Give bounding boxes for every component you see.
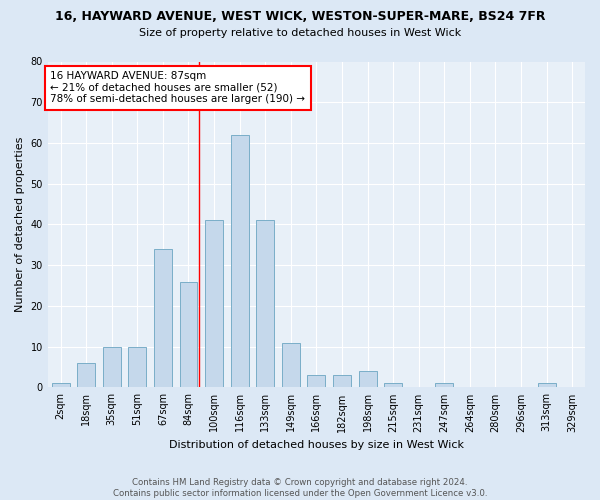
Bar (52, 384, 70, 388)
Bar (103, 346, 121, 388)
Bar (77, 363, 95, 388)
Bar (538, 384, 556, 388)
Bar (205, 220, 223, 388)
Bar (282, 342, 300, 388)
Text: Contains HM Land Registry data © Crown copyright and database right 2024.
Contai: Contains HM Land Registry data © Crown c… (113, 478, 487, 498)
Bar (384, 384, 402, 388)
Bar (333, 375, 351, 388)
Bar (128, 346, 146, 388)
Text: 16 HAYWARD AVENUE: 87sqm
← 21% of detached houses are smaller (52)
78% of semi-d: 16 HAYWARD AVENUE: 87sqm ← 21% of detach… (50, 72, 305, 104)
Bar (307, 375, 325, 388)
Text: 16, HAYWARD AVENUE, WEST WICK, WESTON-SUPER-MARE, BS24 7FR: 16, HAYWARD AVENUE, WEST WICK, WESTON-SU… (55, 10, 545, 23)
Y-axis label: Number of detached properties: Number of detached properties (15, 137, 25, 312)
Bar (154, 249, 172, 388)
Bar (230, 135, 248, 388)
Bar (359, 371, 377, 388)
Bar (436, 384, 453, 388)
Bar (179, 282, 197, 388)
Text: Size of property relative to detached houses in West Wick: Size of property relative to detached ho… (139, 28, 461, 38)
Bar (256, 220, 274, 388)
X-axis label: Distribution of detached houses by size in West Wick: Distribution of detached houses by size … (169, 440, 464, 450)
